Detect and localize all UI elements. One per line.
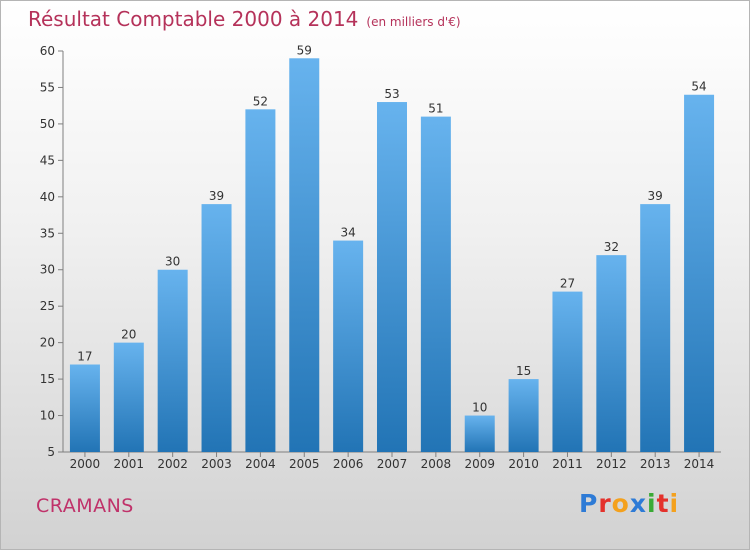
bar-2008 — [420, 116, 451, 453]
value-label-2005: 59 — [297, 43, 312, 57]
y-tick-label: 60 — [40, 44, 55, 58]
value-label-2004: 52 — [253, 94, 268, 108]
x-tick-label-2009: 2009 — [464, 457, 495, 471]
bar-2001 — [113, 342, 144, 452]
axes: 5 10 15 20 25 30 35 40 45 50 55 60 2000 2001 2002 2003 2… — [40, 44, 721, 471]
bar-2006 — [333, 240, 364, 452]
value-label-2014: 54 — [691, 80, 706, 94]
bars — [69, 58, 715, 453]
bar-2005 — [289, 58, 320, 453]
y-tick-label: 5 — [47, 445, 55, 459]
value-label-2009: 10 — [472, 401, 487, 415]
logo-letter: r — [598, 489, 612, 518]
x-tick-label-2002: 2002 — [157, 457, 188, 471]
x-tick-label-2010: 2010 — [508, 457, 539, 471]
logo-letter: i — [647, 489, 657, 518]
y-tick-label: 50 — [40, 117, 55, 131]
value-label-2003: 39 — [209, 189, 224, 203]
title-text: Résultat Comptable 2000 à 2014 — [28, 7, 359, 31]
value-label-2010: 15 — [516, 364, 531, 378]
value-label-2007: 53 — [384, 87, 399, 101]
logo-letter: t — [656, 489, 670, 518]
x-tick-label-2006: 2006 — [333, 457, 364, 471]
logo-letter: i — [669, 489, 680, 518]
y-tick-label: 40 — [40, 190, 55, 204]
y-tick-label: 20 — [40, 336, 55, 350]
logo-letter: o — [611, 489, 630, 518]
chart-title: Résultat Comptable 2000 à 2014 (en millie… — [28, 7, 461, 31]
y-tick-label: 15 — [40, 372, 55, 386]
y-tick-label: 45 — [40, 153, 55, 167]
x-tick-label-2013: 2013 — [640, 457, 671, 471]
value-label-2008: 51 — [428, 102, 443, 116]
x-tick-label-2012: 2012 — [596, 457, 627, 471]
value-label-2000: 17 — [77, 350, 92, 364]
x-tick-label-2003: 2003 — [201, 457, 232, 471]
bar-value-labels: 17 20 30 39 52 59 34 53 51 10 15 27 32 39 54 — [77, 43, 706, 414]
bar-2013 — [640, 204, 671, 452]
y-tick-label: 25 — [40, 299, 55, 313]
bar-2011 — [552, 291, 583, 452]
value-label-2002: 30 — [165, 255, 180, 269]
x-tick-label-2001: 2001 — [114, 457, 145, 471]
x-tick-label-2014: 2014 — [684, 457, 715, 471]
y-tick-label: 55 — [40, 80, 55, 94]
value-label-2013: 39 — [648, 189, 663, 203]
x-tick-label-2004: 2004 — [245, 457, 276, 471]
bar-2003 — [201, 204, 232, 452]
x-tick-label-2007: 2007 — [377, 457, 408, 471]
bar-2009 — [464, 415, 495, 452]
value-label-2001: 20 — [121, 328, 136, 342]
bar-2007 — [377, 102, 407, 452]
commune-name: CRAMANS — [36, 495, 134, 517]
bar-2000 — [69, 364, 100, 452]
y-tick-label: 10 — [40, 409, 55, 423]
unit-label: (en milliers d'€) — [366, 15, 461, 29]
x-tick-label-2000: 2000 — [70, 457, 101, 471]
value-label-2006: 34 — [340, 226, 355, 240]
proxiti-logo: Proxiti — [579, 489, 679, 518]
logo-letter: x — [629, 489, 647, 518]
y-tick-label: 30 — [40, 263, 55, 277]
y-tick-label: 35 — [40, 226, 55, 240]
x-tick-label-2011: 2011 — [552, 457, 583, 471]
x-tick-label-2005: 2005 — [289, 457, 320, 471]
bar-2004 — [245, 109, 276, 452]
x-tick-label-2008: 2008 — [421, 457, 452, 471]
logo-letter: P — [579, 489, 599, 518]
value-label-2011: 27 — [560, 277, 575, 291]
bar-2014 — [684, 94, 715, 452]
value-label-2012: 32 — [604, 240, 619, 254]
bar-2002 — [157, 269, 188, 452]
bar-2010 — [508, 379, 539, 452]
bar-2012 — [596, 255, 627, 452]
